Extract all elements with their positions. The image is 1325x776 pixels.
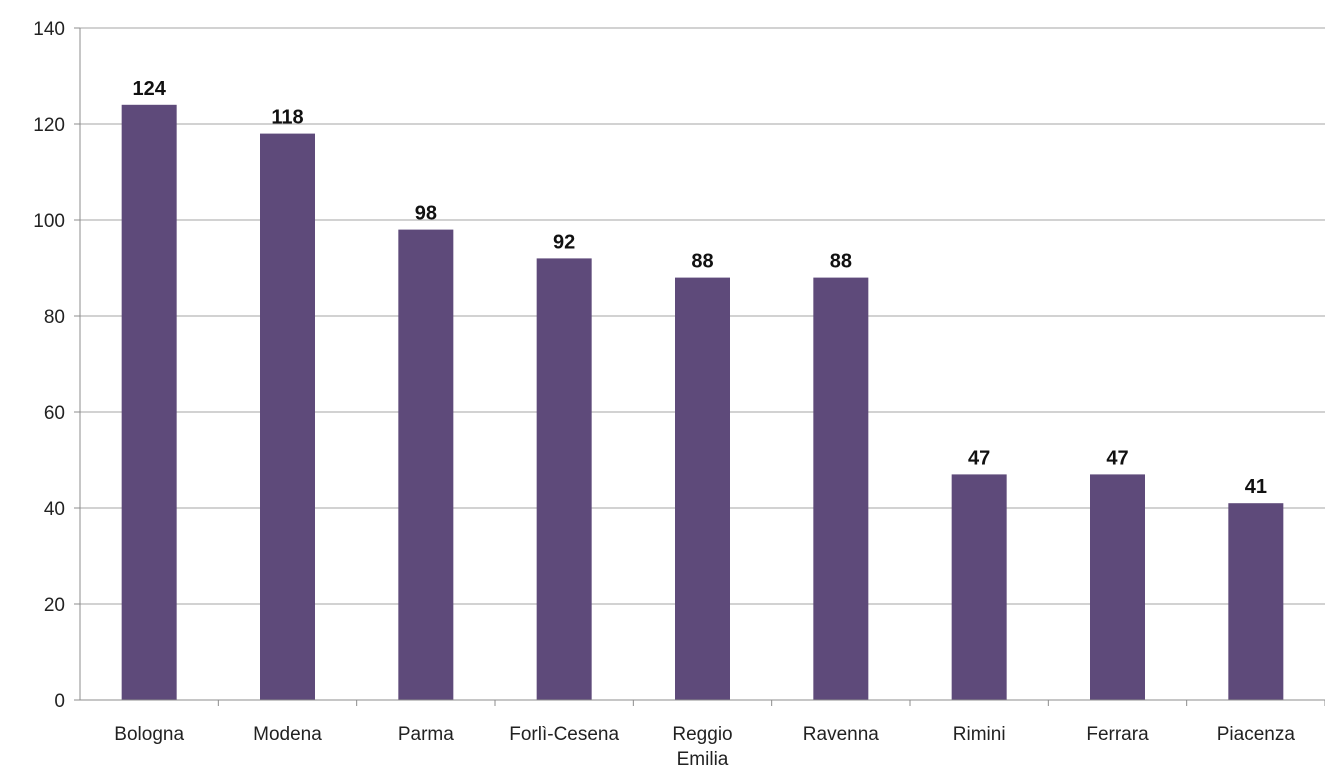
- y-tick-label: 100: [33, 211, 65, 232]
- data-label: 41: [1245, 476, 1267, 498]
- x-tick-label: Modena: [253, 724, 322, 745]
- x-tick-label: Emilia: [677, 749, 729, 770]
- bar: [1090, 474, 1145, 700]
- data-label: 98: [415, 203, 437, 225]
- bar: [260, 133, 315, 701]
- x-tick-label: Ravenna: [803, 724, 879, 745]
- data-label: 118: [271, 107, 303, 129]
- bar: [536, 258, 592, 700]
- data-label: 88: [691, 251, 713, 273]
- x-tick-label: Ferrara: [1086, 724, 1149, 745]
- y-tick-label: 60: [44, 403, 65, 424]
- x-tick-label: Forlì-Cesena: [509, 724, 619, 745]
- data-label: 124: [132, 78, 166, 100]
- y-tick-label: 140: [33, 19, 65, 40]
- y-tick-label: 80: [44, 307, 65, 328]
- bar: [121, 104, 177, 701]
- bar: [951, 474, 1007, 700]
- data-label: 47: [1106, 447, 1128, 469]
- y-tick-label: 20: [44, 595, 65, 616]
- x-tick-label: Piacenza: [1217, 724, 1296, 745]
- bar: [675, 277, 730, 700]
- x-tick-label: Rimini: [953, 724, 1006, 745]
- bar: [1228, 503, 1284, 700]
- data-label: 47: [968, 447, 990, 469]
- y-tick-label: 120: [33, 115, 65, 136]
- bar: [398, 229, 454, 700]
- y-tick-label: 0: [54, 691, 65, 712]
- y-tick-label: 40: [44, 499, 65, 520]
- x-tick-label: Bologna: [114, 724, 184, 745]
- x-tick-label: Reggio: [672, 724, 732, 745]
- data-label: 88: [830, 251, 852, 273]
- bar: [813, 277, 869, 700]
- x-tick-label: Parma: [398, 724, 454, 745]
- data-label: 92: [553, 231, 575, 253]
